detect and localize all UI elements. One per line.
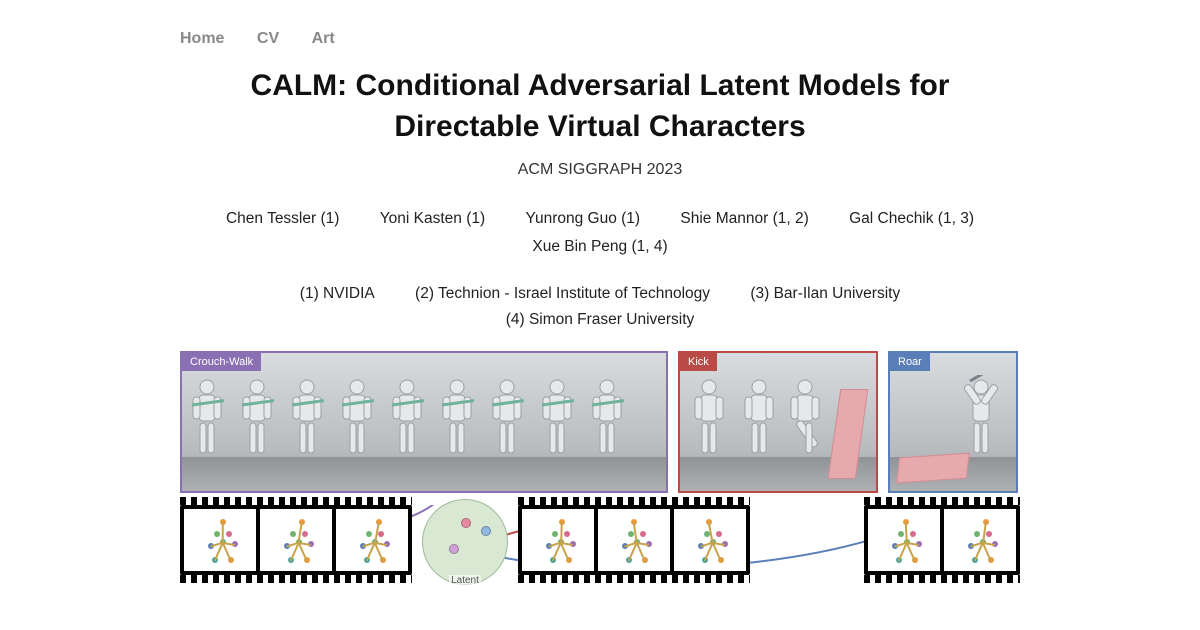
affiliation-list: (1) NVIDIA (2) Technion - Israel Institu… [150,281,1050,334]
teaser-figure: Crouch-Walk Kick [180,351,1020,585]
filmstrip-frame [944,509,1016,571]
latent-circle: Latent [422,499,508,585]
filmstrip-frame [674,509,746,571]
affiliation: (2) Technion - Israel Institute of Techn… [415,281,710,307]
filmstrip-frame [184,509,256,571]
panel-label: Kick [680,353,717,371]
nav-art[interactable]: Art [312,30,335,47]
filmstrip-frame [260,509,332,571]
venue: ACM SIGGRAPH 2023 [150,161,1050,179]
panel-crouch-walk: Crouch-Walk [180,351,668,493]
affiliation: (1) NVIDIA [300,281,375,307]
panel-roar: Roar [888,351,1018,493]
filmstrip [864,505,1020,575]
affiliation: (4) Simon Fraser University [506,307,695,333]
author: Gal Chechik (1, 3) [849,205,974,233]
author-list: Chen Tessler (1) Yoni Kasten (1) Yunrong… [150,205,1050,261]
filmstrip-frame [336,509,408,571]
filmstrip-frame [598,509,670,571]
author: Shie Mannor (1, 2) [680,205,808,233]
panel-kick: Kick [678,351,878,493]
author: Chen Tessler (1) [226,205,339,233]
nav-home[interactable]: Home [180,30,224,47]
affiliation: (3) Bar-Ilan University [750,281,900,307]
filmstrip-frame [522,509,594,571]
panel-label: Roar [890,353,930,371]
latent-label: Latent [449,575,481,586]
filmstrip [518,505,750,575]
author: Xue Bin Peng (1, 4) [532,233,667,261]
nav-cv[interactable]: CV [257,30,279,47]
page-title: CALM: Conditional Adversarial Latent Mod… [210,66,990,147]
filmstrip-frame [868,509,940,571]
author: Yunrong Guo (1) [525,205,640,233]
panel-label: Crouch-Walk [182,353,261,371]
filmstrip [180,505,412,575]
author: Yoni Kasten (1) [380,205,485,233]
